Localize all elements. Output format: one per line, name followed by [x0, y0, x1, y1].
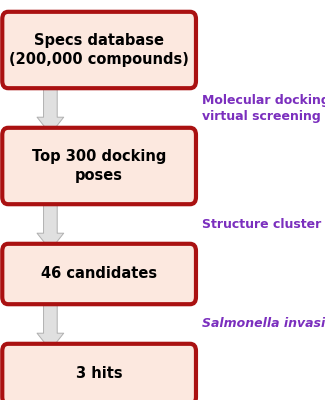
FancyBboxPatch shape: [2, 344, 196, 400]
Text: Top 300 docking
poses: Top 300 docking poses: [32, 149, 166, 183]
Text: Salmonella invasion assay: Salmonella invasion assay: [202, 317, 325, 330]
Text: Molecular docking based
virtual screening: Molecular docking based virtual screenin…: [202, 94, 325, 123]
FancyBboxPatch shape: [2, 12, 196, 88]
Polygon shape: [37, 197, 64, 250]
Polygon shape: [37, 297, 64, 350]
FancyBboxPatch shape: [2, 128, 196, 204]
Text: 46 candidates: 46 candidates: [41, 266, 157, 282]
Text: Specs database
(200,000 compounds): Specs database (200,000 compounds): [9, 33, 189, 67]
Text: Structure cluster and selection: Structure cluster and selection: [202, 218, 325, 230]
FancyBboxPatch shape: [2, 244, 196, 304]
Text: 3 hits: 3 hits: [76, 366, 123, 382]
Polygon shape: [37, 81, 64, 134]
